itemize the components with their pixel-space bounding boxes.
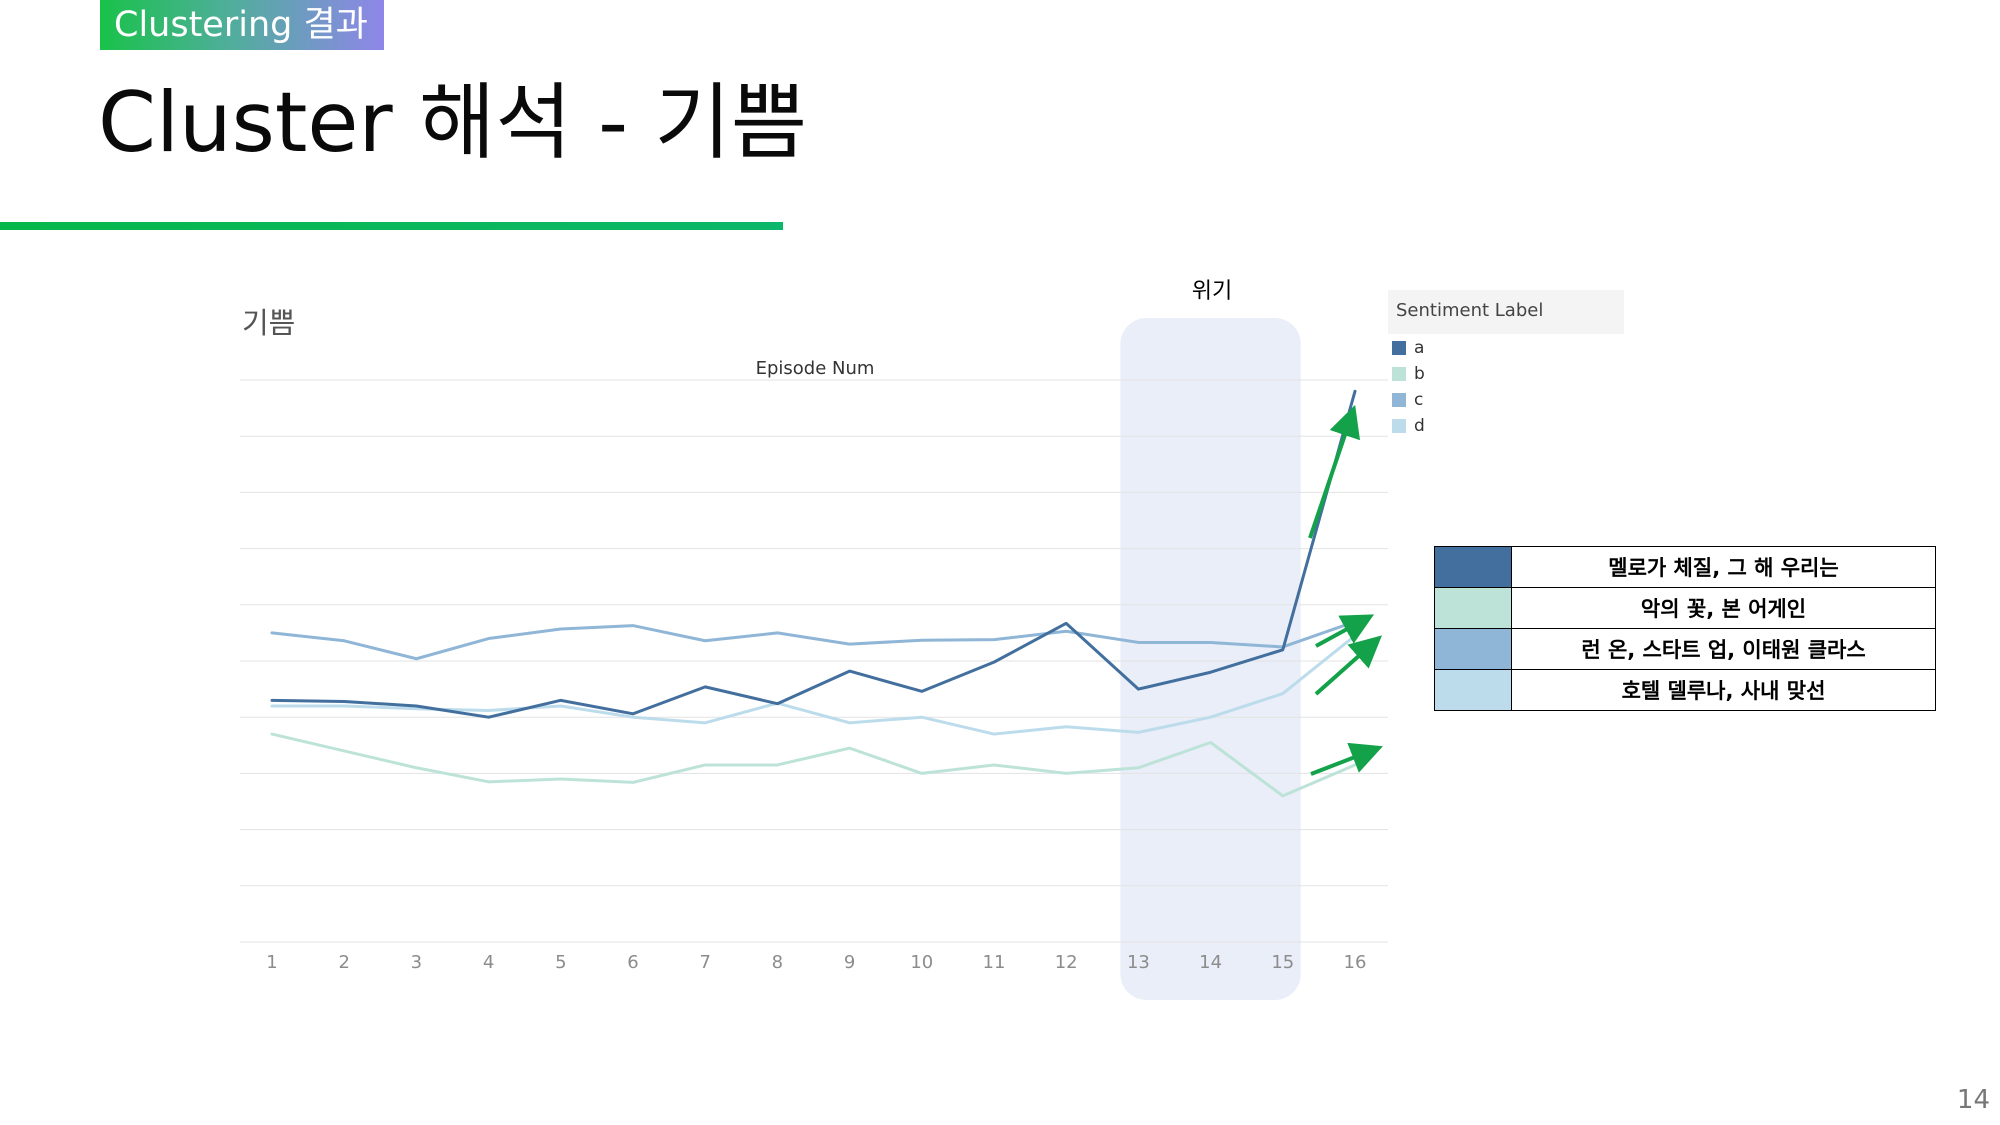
cluster-dramas: 멜로가 체질, 그 해 우리는 — [1511, 546, 1936, 588]
cluster-color-swatch — [1434, 587, 1512, 629]
x-axis-label: Episode Num — [756, 358, 875, 379]
cluster-dramas: 런 온, 스타트 업, 이태원 클라스 — [1511, 628, 1936, 670]
series-line-c — [270, 620, 1357, 661]
legend-item-a: a — [1392, 338, 1424, 358]
legend-label: b — [1414, 364, 1425, 384]
legend-swatch — [1392, 393, 1406, 407]
title-underline — [0, 222, 783, 230]
crisis-annotation: 위기 — [1192, 279, 1232, 304]
x-tick-label: 13 — [1127, 952, 1150, 973]
cluster-row-d: 호텔 델루나, 사내 맞선 — [1434, 669, 1936, 711]
x-tick-label: 3 — [411, 952, 422, 973]
x-tick-label: 6 — [627, 952, 638, 973]
series-line-a — [270, 389, 1357, 719]
cluster-table: 멜로가 체질, 그 해 우리는 악의 꽃, 본 어게인 런 온, 스타트 업, 이태… — [1434, 546, 1936, 711]
section-tag: Clustering 결과 — [100, 0, 384, 50]
x-tick-label: 1 — [266, 952, 277, 973]
x-tick-label: 11 — [983, 952, 1006, 973]
chart-series-lines — [270, 389, 1357, 798]
crisis-band-rect — [1120, 318, 1301, 1000]
page-title: Cluster 해석 - 기쁨 — [98, 74, 808, 171]
legend-label: d — [1414, 416, 1425, 436]
x-tick-label: 9 — [844, 952, 855, 973]
x-tick-label: 12 — [1055, 952, 1078, 973]
x-axis-ticks: 1 2 3 4 5 6 7 8 9 10 11 12 13 14 15 16 — [266, 952, 1366, 973]
legend-swatch — [1392, 367, 1406, 381]
legend-swatch — [1392, 419, 1406, 433]
legend-item-d: d — [1392, 416, 1425, 436]
chart-grid — [240, 379, 1388, 943]
x-tick-label: 7 — [699, 952, 710, 973]
trend-arrow — [1310, 742, 1383, 776]
legend-header-box — [1388, 290, 1624, 334]
series-line-d — [270, 634, 1357, 736]
crisis-band — [1120, 318, 1301, 1000]
x-tick-label: 10 — [910, 952, 933, 973]
cluster-dramas: 악의 꽃, 본 어게인 — [1511, 587, 1936, 629]
x-tick-label: 2 — [338, 952, 349, 973]
x-tick-label: 8 — [772, 952, 783, 973]
x-tick-label: 15 — [1271, 952, 1294, 973]
x-tick-label: 5 — [555, 952, 566, 973]
cluster-row-a: 멜로가 체질, 그 해 우리는 — [1434, 546, 1936, 588]
x-tick-label: 4 — [483, 952, 494, 973]
legend-swatch — [1392, 341, 1406, 355]
trend-arrow — [1308, 404, 1361, 539]
x-tick-label: 16 — [1344, 952, 1367, 973]
cluster-row-c: 런 온, 스타트 업, 이태원 클라스 — [1434, 628, 1936, 670]
legend-item-c: c — [1392, 390, 1423, 410]
cluster-row-b: 악의 꽃, 본 어게인 — [1434, 587, 1936, 629]
legend-title: Sentiment Label — [1396, 300, 1544, 321]
page-number: 14 — [1956, 1085, 1990, 1115]
cluster-dramas: 호텔 델루나, 사내 맞선 — [1511, 669, 1936, 711]
legend-label: a — [1414, 338, 1425, 358]
legend-label: c — [1414, 390, 1424, 410]
cluster-color-swatch — [1434, 628, 1512, 670]
legend-item-b: b — [1392, 364, 1425, 384]
cluster-color-swatch — [1434, 669, 1512, 711]
chart-title: 기쁨 — [242, 306, 295, 340]
trend-arrows — [1308, 404, 1383, 776]
trend-arrow — [1315, 614, 1375, 648]
x-tick-label: 14 — [1199, 952, 1222, 973]
trend-arrow — [1314, 635, 1382, 696]
series-line-b — [270, 732, 1357, 798]
cluster-color-swatch — [1434, 546, 1512, 588]
